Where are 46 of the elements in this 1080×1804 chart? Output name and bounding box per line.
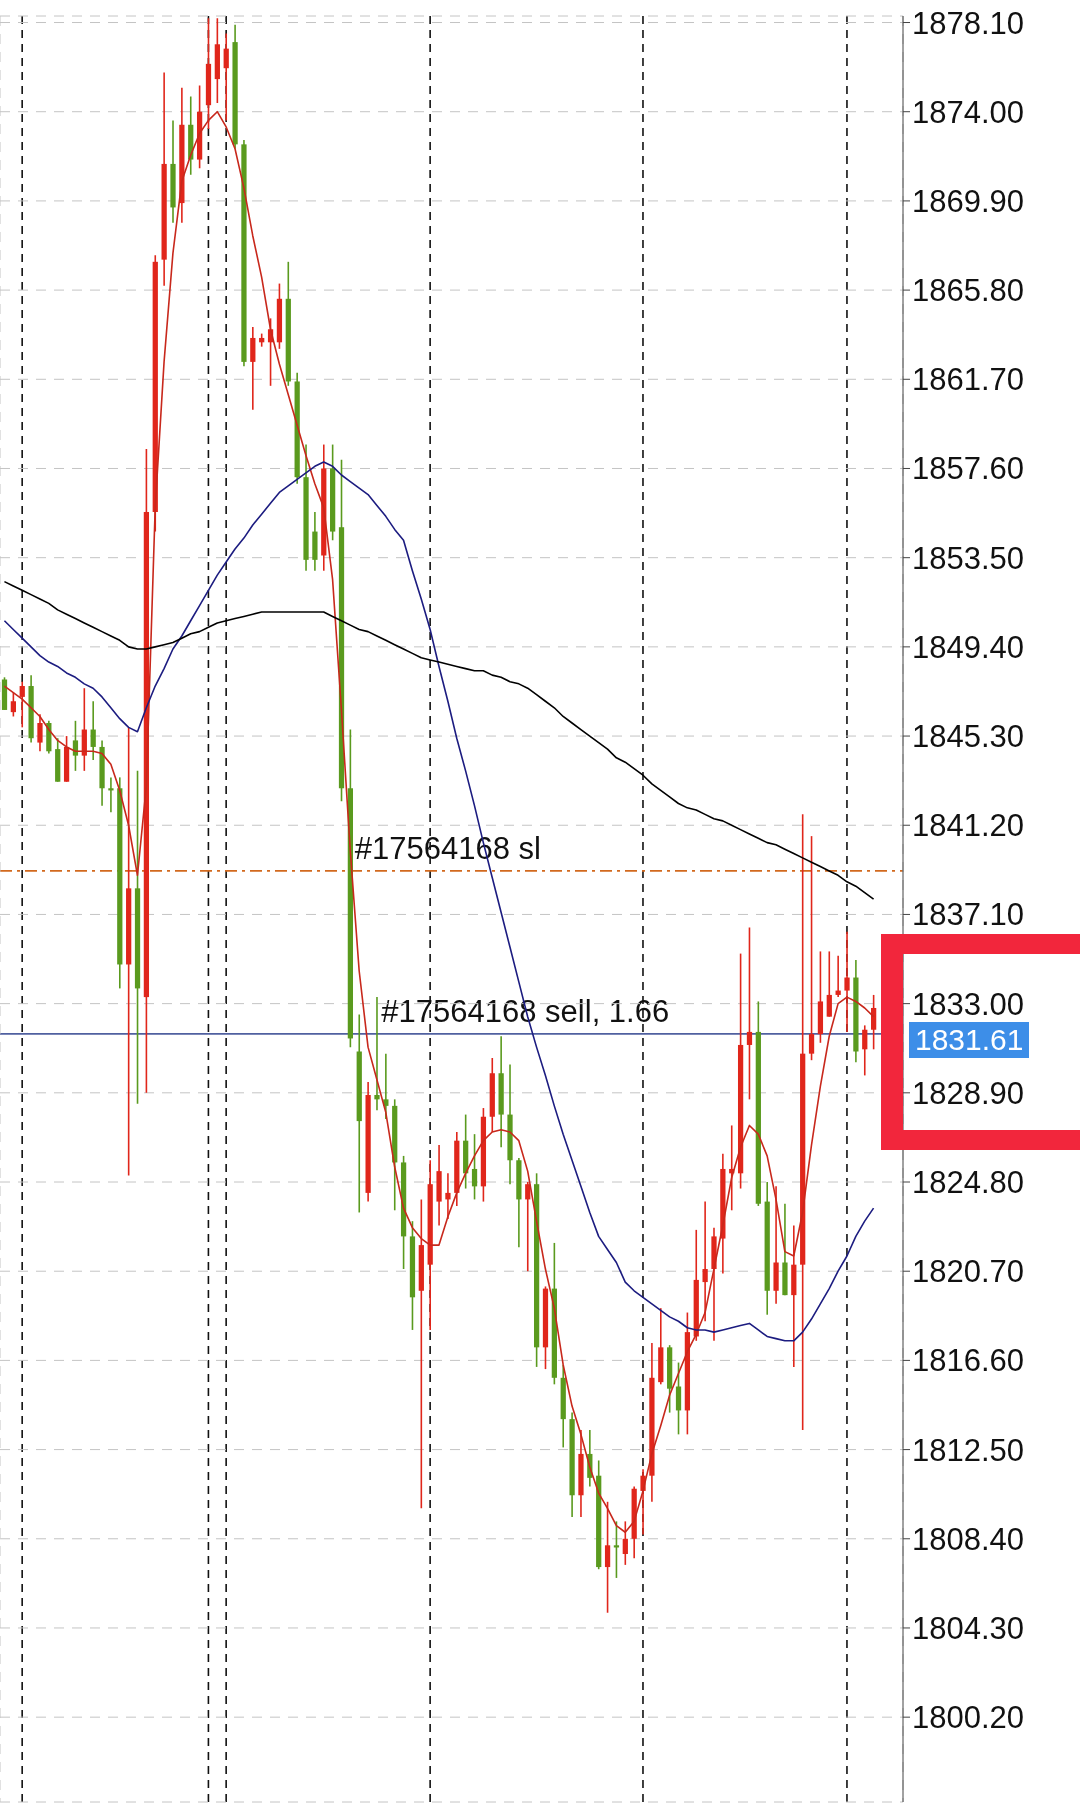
line-series [3,580,875,901]
y-tick-label: 1804.30 [912,1610,1025,1646]
y-tick-label: 1820.70 [912,1254,1025,1290]
candlestick [613,1520,620,1579]
candlestick [746,926,753,1101]
candlestick [223,32,229,122]
text: 1831.61 [909,1022,1030,1058]
candlestick [90,700,96,761]
candlestick [675,1361,682,1436]
candlestick [622,1520,628,1566]
line-series [3,461,875,1342]
candlestick [374,996,380,1112]
candlestick [862,1024,868,1077]
y-tick-label: 1861.70 [912,362,1025,398]
y-tick-label: 1878.10 [912,5,1025,41]
y-tick-label: 1874.00 [912,94,1025,130]
y-tick-label: 1828.90 [912,1075,1025,1111]
candlestick [871,994,877,1051]
candlestick [525,1181,531,1272]
y-tick-label: 1816.60 [912,1343,1025,1379]
y-tick-label: 1853.50 [912,540,1025,576]
y-tick-label: 1849.40 [912,629,1025,665]
candlestick [471,1133,478,1201]
candlestick [250,326,256,411]
candlestick [108,776,114,813]
candlestick [702,1200,708,1323]
y-tick-label: 1869.90 [912,183,1025,219]
y-tick-label: 1808.40 [912,1521,1025,1557]
candlestick [604,1501,611,1614]
candlestick [826,950,832,1018]
candlestick [10,691,16,718]
y-tick-label: 1857.60 [912,451,1025,487]
y-tick-label: 1837.10 [912,897,1025,933]
y-tick-label: 1845.30 [912,719,1025,755]
candlestick [37,713,43,753]
line-series [3,110,875,1534]
y-tick-label: 1865.80 [912,273,1025,309]
y-tick-label: 1824.80 [912,1165,1025,1201]
y-tick-label: 1812.50 [912,1432,1025,1468]
candlestick [808,835,815,1061]
candlestick [844,931,850,1033]
y-tick-label: 1833.00 [912,986,1025,1022]
candlestick [445,1172,451,1220]
candlestick [19,680,25,729]
y-tick-label: 1800.20 [912,1700,1025,1736]
y-tick-label: 1841.20 [912,808,1025,844]
